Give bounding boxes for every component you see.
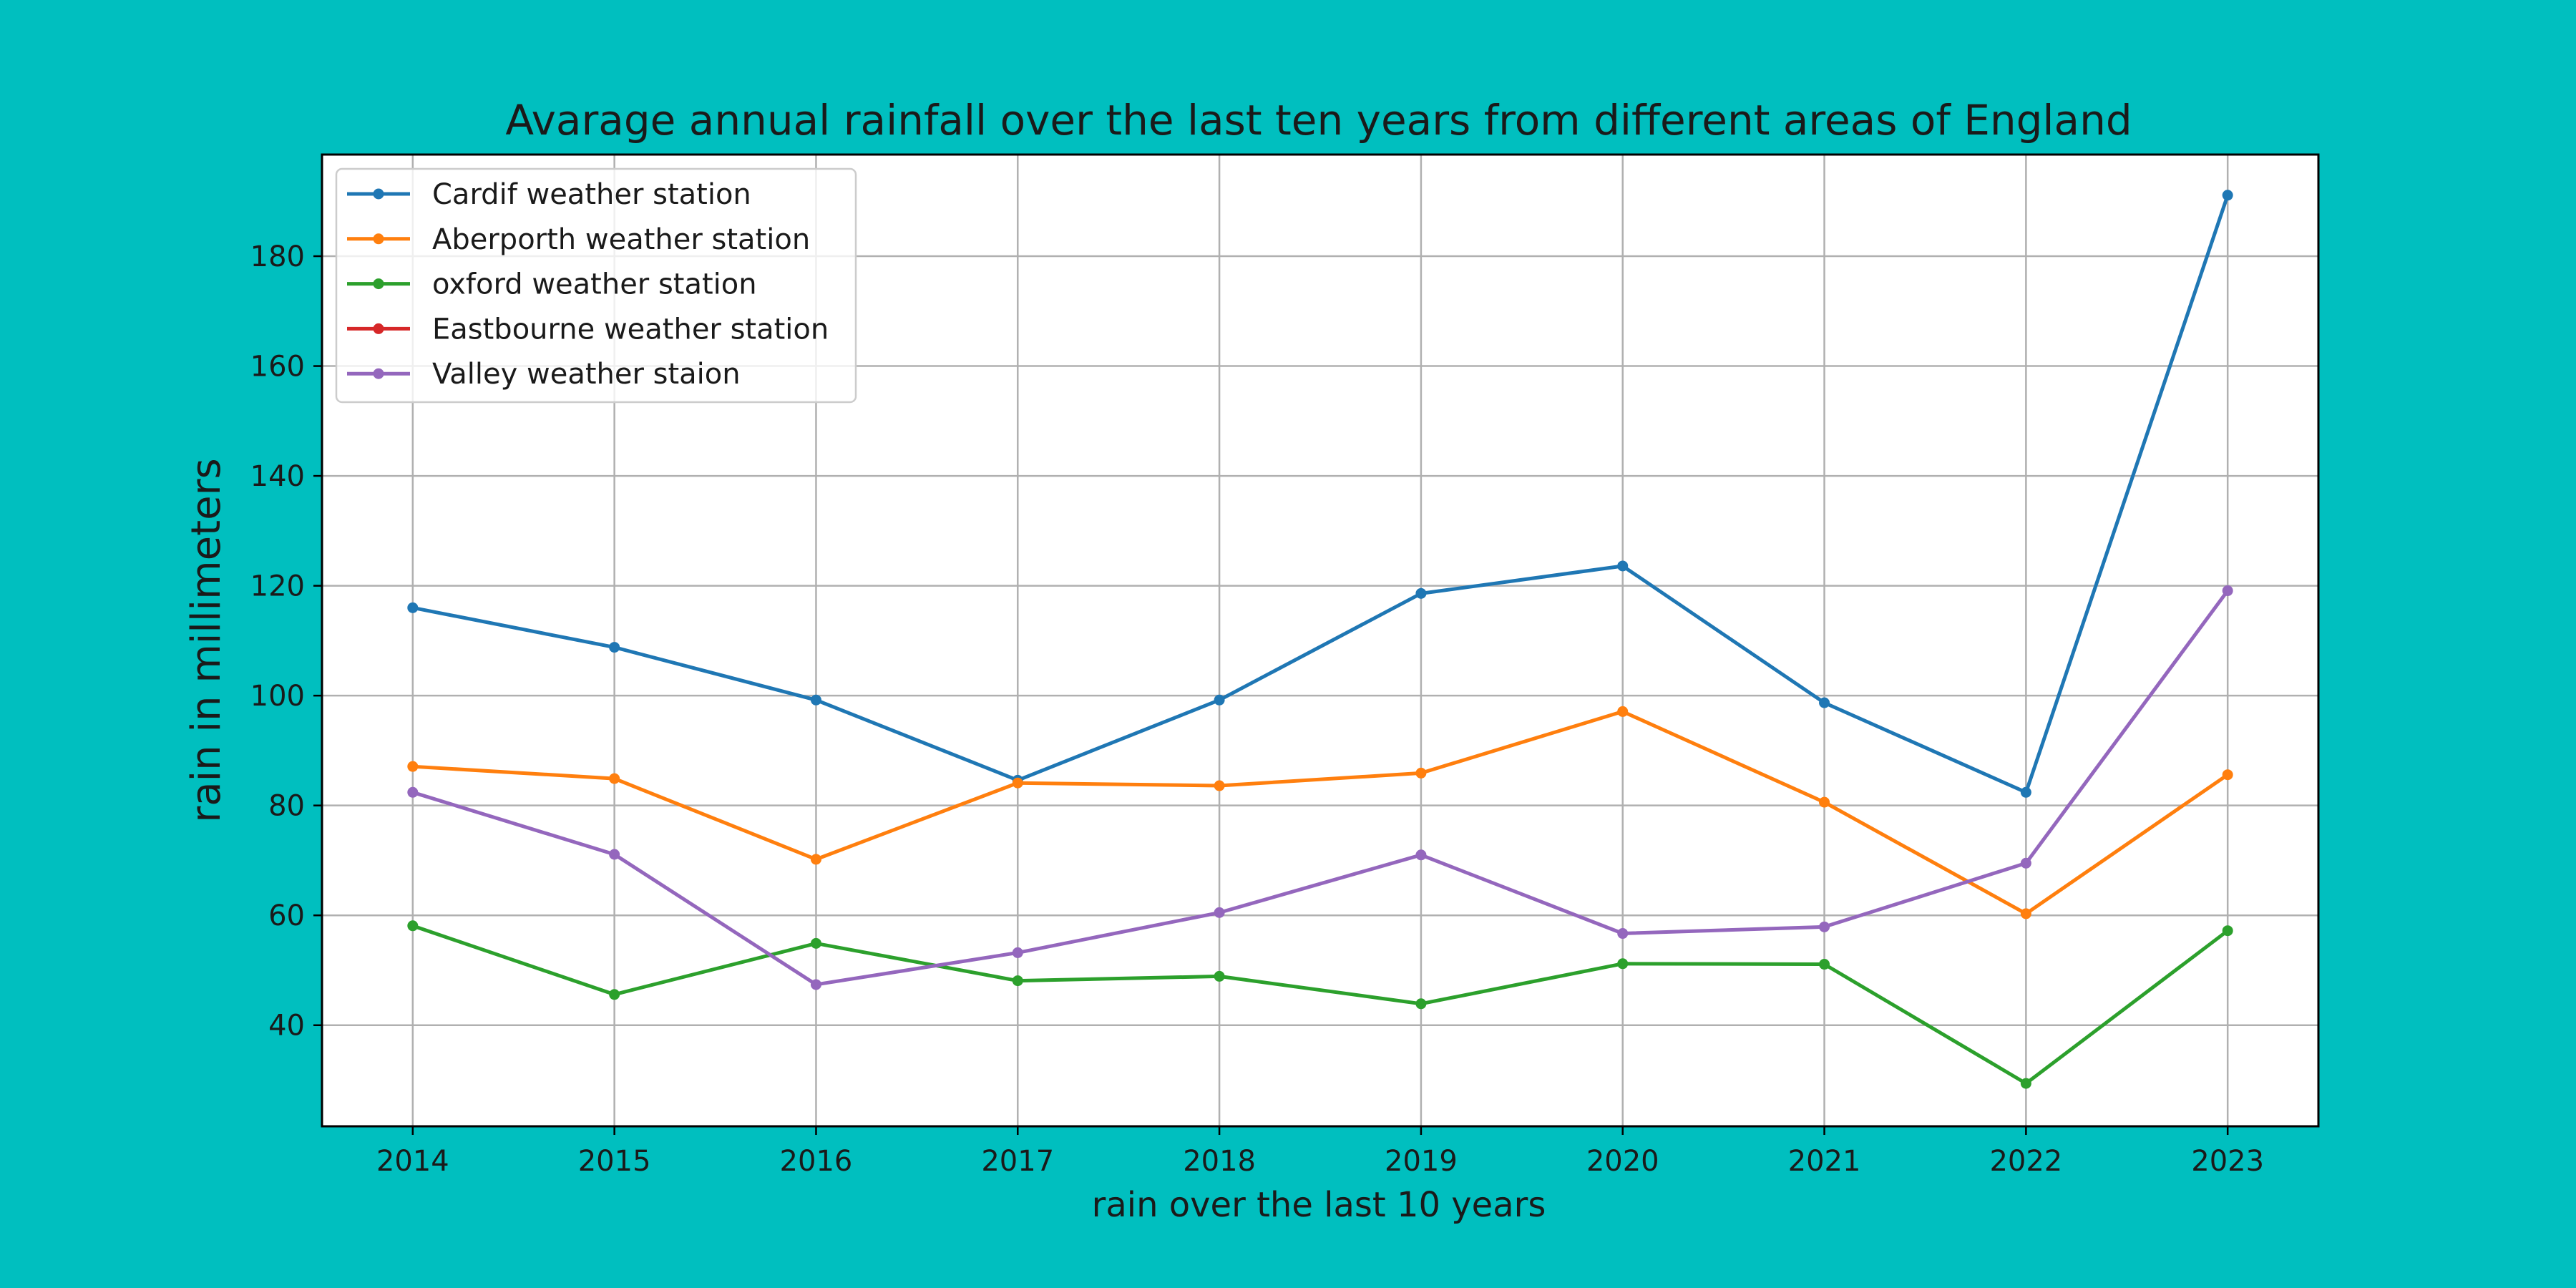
legend-marker — [373, 368, 384, 379]
legend-item: Eastbourne weather station — [347, 313, 829, 346]
data-point — [1617, 706, 1629, 717]
x-tick-label: 2023 — [2191, 1145, 2264, 1178]
data-point — [1819, 697, 1830, 708]
data-point — [810, 854, 821, 865]
x-tick-label: 2022 — [1989, 1145, 2062, 1178]
data-point — [1012, 777, 1023, 789]
series-lines — [407, 190, 2233, 1089]
data-point — [1617, 560, 1629, 572]
legend-label: oxford weather station — [432, 268, 757, 301]
x-tick-label: 2019 — [1385, 1145, 1458, 1178]
x-tick-label: 2020 — [1586, 1145, 1659, 1178]
legend-label: Valley weather staion — [432, 358, 741, 391]
series-line — [411, 709, 2230, 916]
legend-item: Cardif weather station — [347, 178, 751, 211]
data-point — [1819, 796, 1830, 808]
data-point — [2020, 908, 2031, 919]
legend-marker — [373, 233, 384, 245]
data-point — [1012, 975, 1023, 987]
data-point — [1012, 947, 1023, 958]
legend-box — [335, 167, 857, 404]
data-point — [1214, 907, 1225, 918]
data-point — [2020, 786, 2031, 798]
series-1 — [407, 190, 2233, 798]
data-point — [1819, 959, 1830, 970]
data-point — [1819, 921, 1830, 932]
legend-marker — [373, 278, 384, 290]
x-tick-label: 2015 — [578, 1145, 651, 1178]
y-axis-ticks: 40 60 80 100 120 140 160 180 — [250, 240, 322, 1043]
data-point — [1214, 970, 1225, 982]
y-tick-label: 180 — [250, 240, 305, 273]
series-line — [410, 192, 2230, 794]
data-point — [2222, 190, 2233, 201]
data-point — [2222, 585, 2233, 597]
data-point — [407, 602, 419, 613]
y-tick-label: 160 — [250, 351, 305, 384]
y-tick-label: 60 — [268, 899, 305, 932]
y-axis-label: rain in millimeters — [183, 458, 230, 822]
data-point — [2222, 925, 2233, 937]
data-point — [609, 849, 620, 860]
data-point — [810, 694, 821, 706]
data-point — [1214, 694, 1225, 706]
x-tick-label: 2018 — [1183, 1145, 1256, 1178]
data-point — [1617, 928, 1629, 940]
y-tick-label: 40 — [268, 1010, 305, 1043]
y-tick-label: 120 — [250, 570, 305, 603]
x-tick-label: 2014 — [376, 1145, 449, 1178]
series-line — [410, 923, 2230, 1085]
plot-frame — [321, 153, 2320, 1128]
legend-label: Aberporth weather station — [432, 223, 810, 256]
legend-label: Eastbourne weather station — [432, 313, 829, 346]
legend: Cardif weather station Aberporth weather … — [335, 167, 857, 404]
y-tick-label: 100 — [250, 680, 305, 713]
data-point — [609, 773, 620, 784]
y-tick-label: 140 — [250, 460, 305, 493]
data-point — [1415, 767, 1427, 779]
data-point — [407, 761, 419, 772]
x-axis-ticks: 2014 2015 2016 2017 2018 2019 2020 2021 2022 2023 — [376, 1126, 2264, 1178]
data-point — [1415, 998, 1427, 1010]
y-tick-label: 80 — [268, 790, 305, 823]
legend-item: Valley weather staion — [347, 358, 741, 391]
data-point — [2020, 857, 2031, 869]
x-tick-label: 2016 — [780, 1145, 853, 1178]
data-point — [407, 786, 419, 798]
series-line — [410, 588, 2230, 987]
data-point — [1214, 780, 1225, 791]
data-point — [810, 979, 821, 990]
series-5 — [407, 585, 2233, 990]
legend-item: Aberporth weather station — [347, 223, 810, 256]
series-2 — [407, 706, 2233, 919]
data-point — [1617, 958, 1629, 970]
data-point — [1415, 849, 1427, 861]
legend-item: oxford weather station — [347, 268, 757, 301]
data-point — [2020, 1078, 2031, 1089]
legend-marker — [373, 323, 384, 334]
legend-label: Cardif weather station — [432, 178, 751, 211]
x-tick-label: 2021 — [1788, 1145, 1861, 1178]
x-tick-label: 2017 — [981, 1145, 1054, 1178]
x-axis-label: rain over the last 10 years — [1092, 1185, 1546, 1225]
data-point — [810, 937, 821, 949]
data-point — [609, 642, 620, 653]
data-point — [609, 989, 620, 1000]
data-point — [407, 920, 419, 932]
series-3 — [407, 920, 2233, 1089]
data-point — [2222, 769, 2233, 781]
chart-title: Avarage annual rainfall over the last te… — [505, 96, 2132, 145]
legend-marker — [373, 188, 384, 200]
data-point — [1415, 587, 1427, 599]
